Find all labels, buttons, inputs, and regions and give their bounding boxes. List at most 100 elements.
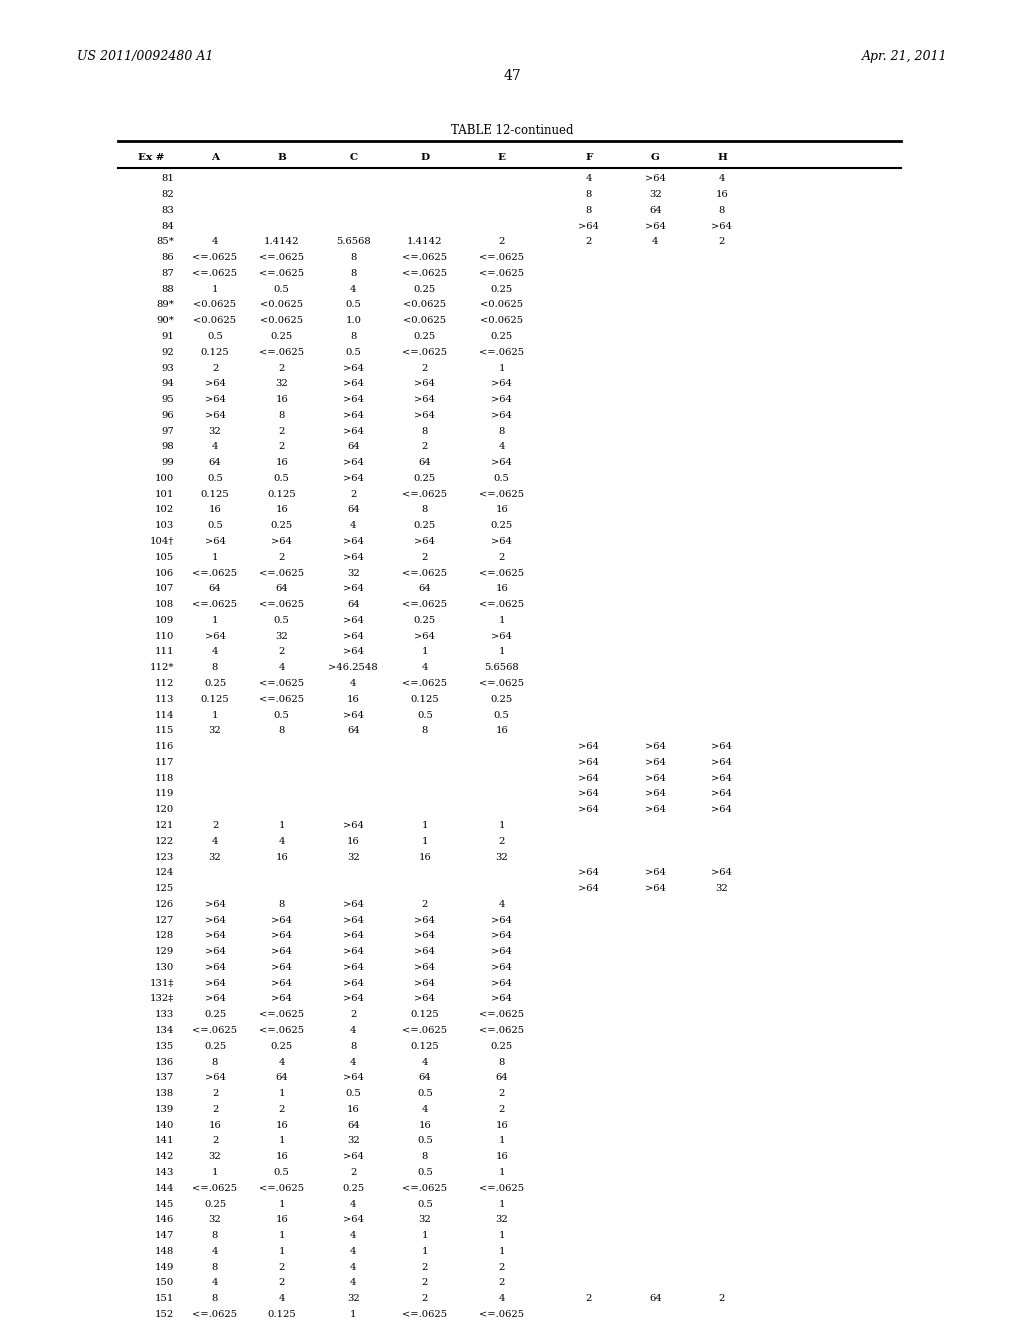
Text: 141: 141 bbox=[155, 1137, 174, 1146]
Text: >64: >64 bbox=[415, 932, 435, 940]
Text: 4: 4 bbox=[350, 1200, 356, 1209]
Text: 0.5: 0.5 bbox=[273, 285, 290, 293]
Text: 2: 2 bbox=[279, 1105, 285, 1114]
Text: Ex #: Ex # bbox=[138, 153, 165, 162]
Text: 112: 112 bbox=[155, 678, 174, 688]
Text: 121: 121 bbox=[155, 821, 174, 830]
Text: 1: 1 bbox=[279, 1137, 285, 1146]
Text: 90*: 90* bbox=[157, 317, 174, 325]
Text: 16: 16 bbox=[496, 585, 508, 594]
Text: >64: >64 bbox=[712, 805, 732, 814]
Text: 0.5: 0.5 bbox=[345, 347, 361, 356]
Text: 4: 4 bbox=[586, 174, 592, 183]
Text: >64: >64 bbox=[205, 994, 225, 1003]
Text: 2: 2 bbox=[212, 1105, 218, 1114]
Text: 1: 1 bbox=[212, 1168, 218, 1177]
Text: 105: 105 bbox=[155, 553, 174, 562]
Text: 119: 119 bbox=[155, 789, 174, 799]
Text: 94: 94 bbox=[161, 379, 174, 388]
Text: 16: 16 bbox=[419, 853, 431, 862]
Text: 129: 129 bbox=[155, 948, 174, 956]
Text: >64: >64 bbox=[271, 978, 292, 987]
Text: 126: 126 bbox=[155, 900, 174, 909]
Text: 133: 133 bbox=[155, 1010, 174, 1019]
Text: 64: 64 bbox=[419, 1073, 431, 1082]
Text: <0.0625: <0.0625 bbox=[260, 317, 303, 325]
Text: 2: 2 bbox=[499, 1089, 505, 1098]
Text: 16: 16 bbox=[275, 458, 288, 467]
Text: >64: >64 bbox=[492, 994, 512, 1003]
Text: >64: >64 bbox=[492, 632, 512, 640]
Text: 8: 8 bbox=[212, 1232, 218, 1239]
Text: 4: 4 bbox=[350, 1263, 356, 1271]
Text: 2: 2 bbox=[422, 363, 428, 372]
Text: 2: 2 bbox=[279, 553, 285, 562]
Text: 139: 139 bbox=[155, 1105, 174, 1114]
Text: 1: 1 bbox=[499, 1168, 505, 1177]
Text: 0.5: 0.5 bbox=[207, 474, 223, 483]
Text: 5.6568: 5.6568 bbox=[484, 663, 519, 672]
Text: <=.0625: <=.0625 bbox=[402, 1026, 447, 1035]
Text: 137: 137 bbox=[155, 1073, 174, 1082]
Text: 16: 16 bbox=[496, 1121, 508, 1130]
Text: 2: 2 bbox=[279, 1263, 285, 1271]
Text: 47: 47 bbox=[503, 69, 521, 83]
Text: 2: 2 bbox=[279, 1278, 285, 1287]
Text: >64: >64 bbox=[343, 411, 364, 420]
Text: >46.2548: >46.2548 bbox=[329, 663, 378, 672]
Text: 1: 1 bbox=[279, 1232, 285, 1239]
Text: 1.0: 1.0 bbox=[345, 317, 361, 325]
Text: 0.5: 0.5 bbox=[494, 474, 510, 483]
Text: 32: 32 bbox=[347, 1137, 359, 1146]
Text: >64: >64 bbox=[492, 379, 512, 388]
Text: >64: >64 bbox=[579, 869, 599, 878]
Text: >64: >64 bbox=[415, 978, 435, 987]
Text: <=.0625: <=.0625 bbox=[479, 490, 524, 499]
Text: 4: 4 bbox=[350, 1247, 356, 1255]
Text: 2: 2 bbox=[212, 821, 218, 830]
Text: >64: >64 bbox=[712, 742, 732, 751]
Text: <=.0625: <=.0625 bbox=[402, 269, 447, 279]
Text: <=.0625: <=.0625 bbox=[193, 269, 238, 279]
Text: 2: 2 bbox=[422, 553, 428, 562]
Text: 0.5: 0.5 bbox=[207, 333, 223, 341]
Text: 2: 2 bbox=[422, 1278, 428, 1287]
Text: 8: 8 bbox=[350, 269, 356, 279]
Text: 32: 32 bbox=[347, 1294, 359, 1303]
Text: <=.0625: <=.0625 bbox=[479, 1184, 524, 1193]
Text: 4: 4 bbox=[350, 285, 356, 293]
Text: 5.6568: 5.6568 bbox=[336, 238, 371, 247]
Text: 16: 16 bbox=[275, 1121, 288, 1130]
Text: 109: 109 bbox=[155, 616, 174, 624]
Text: TABLE 12-continued: TABLE 12-continued bbox=[451, 124, 573, 137]
Text: 16: 16 bbox=[716, 190, 728, 199]
Text: 102: 102 bbox=[155, 506, 174, 515]
Text: <=.0625: <=.0625 bbox=[402, 1309, 447, 1319]
Text: 144: 144 bbox=[155, 1184, 174, 1193]
Text: 64: 64 bbox=[419, 458, 431, 467]
Text: <0.0625: <0.0625 bbox=[403, 301, 446, 309]
Text: 1: 1 bbox=[499, 1137, 505, 1146]
Text: >64: >64 bbox=[492, 537, 512, 546]
Text: 1: 1 bbox=[279, 1200, 285, 1209]
Text: 1: 1 bbox=[499, 1200, 505, 1209]
Text: 64: 64 bbox=[275, 1073, 288, 1082]
Text: 64: 64 bbox=[496, 1073, 508, 1082]
Text: >64: >64 bbox=[343, 648, 364, 656]
Text: >64: >64 bbox=[271, 964, 292, 972]
Text: >64: >64 bbox=[343, 379, 364, 388]
Text: 2: 2 bbox=[499, 1278, 505, 1287]
Text: 135: 135 bbox=[155, 1041, 174, 1051]
Text: 114: 114 bbox=[155, 710, 174, 719]
Text: 0.25: 0.25 bbox=[490, 521, 513, 531]
Text: 0.25: 0.25 bbox=[270, 521, 293, 531]
Text: F: F bbox=[585, 153, 593, 162]
Text: 4: 4 bbox=[212, 837, 218, 846]
Text: 4: 4 bbox=[422, 663, 428, 672]
Text: >64: >64 bbox=[343, 616, 364, 624]
Text: 0.125: 0.125 bbox=[411, 1010, 439, 1019]
Text: 93: 93 bbox=[162, 363, 174, 372]
Text: 118: 118 bbox=[155, 774, 174, 783]
Text: 1: 1 bbox=[499, 1232, 505, 1239]
Text: 32: 32 bbox=[209, 426, 221, 436]
